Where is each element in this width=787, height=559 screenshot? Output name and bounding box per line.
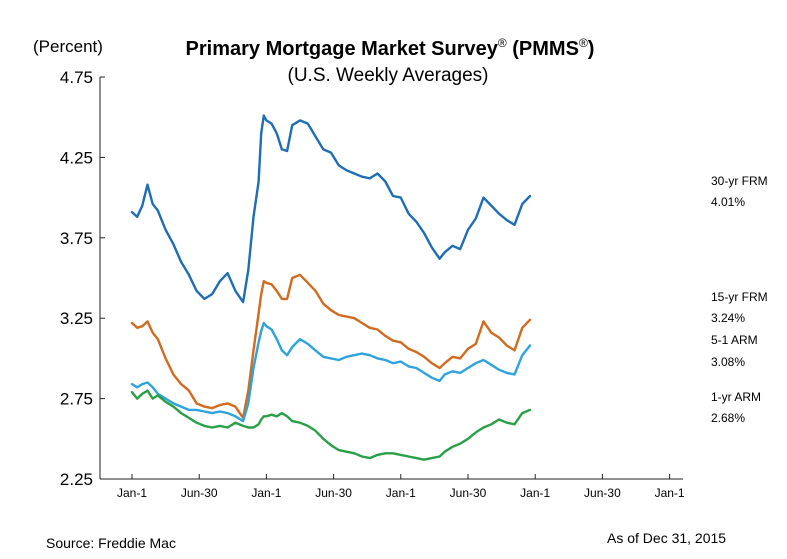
series-value-30-yr-frm: 4.01% [711, 195, 745, 209]
x-tick-label: Jan-1 [386, 486, 416, 500]
series-name-5-1-arm: 5-1 ARM [711, 333, 758, 347]
y-tick-label: 2.75 [60, 390, 93, 409]
series-name-1-yr-arm: 1-yr ARM [711, 390, 761, 404]
series-labels: 30-yr FRM 4.01% 15-yr FRM 3.24% 5-1 ARM 3.08%… [711, 174, 768, 425]
x-tick-label: Jun-30 [584, 486, 621, 500]
series-line-5-1-arm [130, 321, 532, 423]
x-tick-label: Jan-1 [251, 486, 281, 500]
as-of-date: As of Dec 31, 2015 [607, 530, 726, 546]
chart-title-abbrev-mark: ® [579, 36, 588, 50]
x-tick-label: Jun-30 [181, 486, 218, 500]
series-name-15-yr-frm: 15-yr FRM [711, 290, 768, 304]
series-line-1-yr-arm [130, 389, 532, 461]
series-value-15-yr-frm: 3.24% [711, 311, 745, 325]
series-line-15-yr-frm [130, 273, 532, 420]
x-axis-ticks: Jan-1 Jun-30 Jan-1 Jun-30 Jan-1 Jun-30 Jan-1 Ju… [117, 474, 685, 500]
y-tick-label: 3.75 [60, 229, 93, 248]
series-lines [130, 114, 532, 461]
y-tick-label: 2.25 [60, 470, 93, 489]
x-tick-label: Jun-30 [315, 486, 352, 500]
chart-title: Primary Mortgage Market Survey® (PMMS®) [186, 36, 595, 60]
series-value-5-1-arm: 3.08% [711, 355, 745, 369]
y-axis-ticks: 4.75 4.25 3.75 3.25 2.75 2.25 [60, 68, 105, 489]
series-value-1-yr-arm: 2.68% [711, 411, 745, 425]
chart-subtitle: (U.S. Weekly Averages) [288, 65, 489, 86]
x-tick-label: Jan-1 [117, 486, 147, 500]
chart-title-mark: ® [498, 36, 507, 50]
source-note: Source: Freddie Mac [46, 535, 176, 551]
y-tick-label: 4.25 [60, 148, 93, 167]
series-name-30-yr-frm: 30-yr FRM [711, 174, 768, 188]
y-unit-label: (Percent) [33, 37, 103, 56]
x-tick-label: Jan-1 [520, 486, 550, 500]
series-line-30-yr-frm [130, 114, 532, 304]
y-tick-label: 4.75 [60, 68, 93, 87]
chart-title-main: Primary Mortgage Market Survey [186, 38, 499, 60]
y-tick-label: 3.25 [60, 309, 93, 328]
x-tick-label: Jan-1 [655, 486, 685, 500]
x-tick-label: Jun-30 [450, 486, 487, 500]
chart-title-abbrev-close: ) [588, 38, 595, 60]
chart-title-abbrev-open: (PMMS [507, 38, 579, 60]
